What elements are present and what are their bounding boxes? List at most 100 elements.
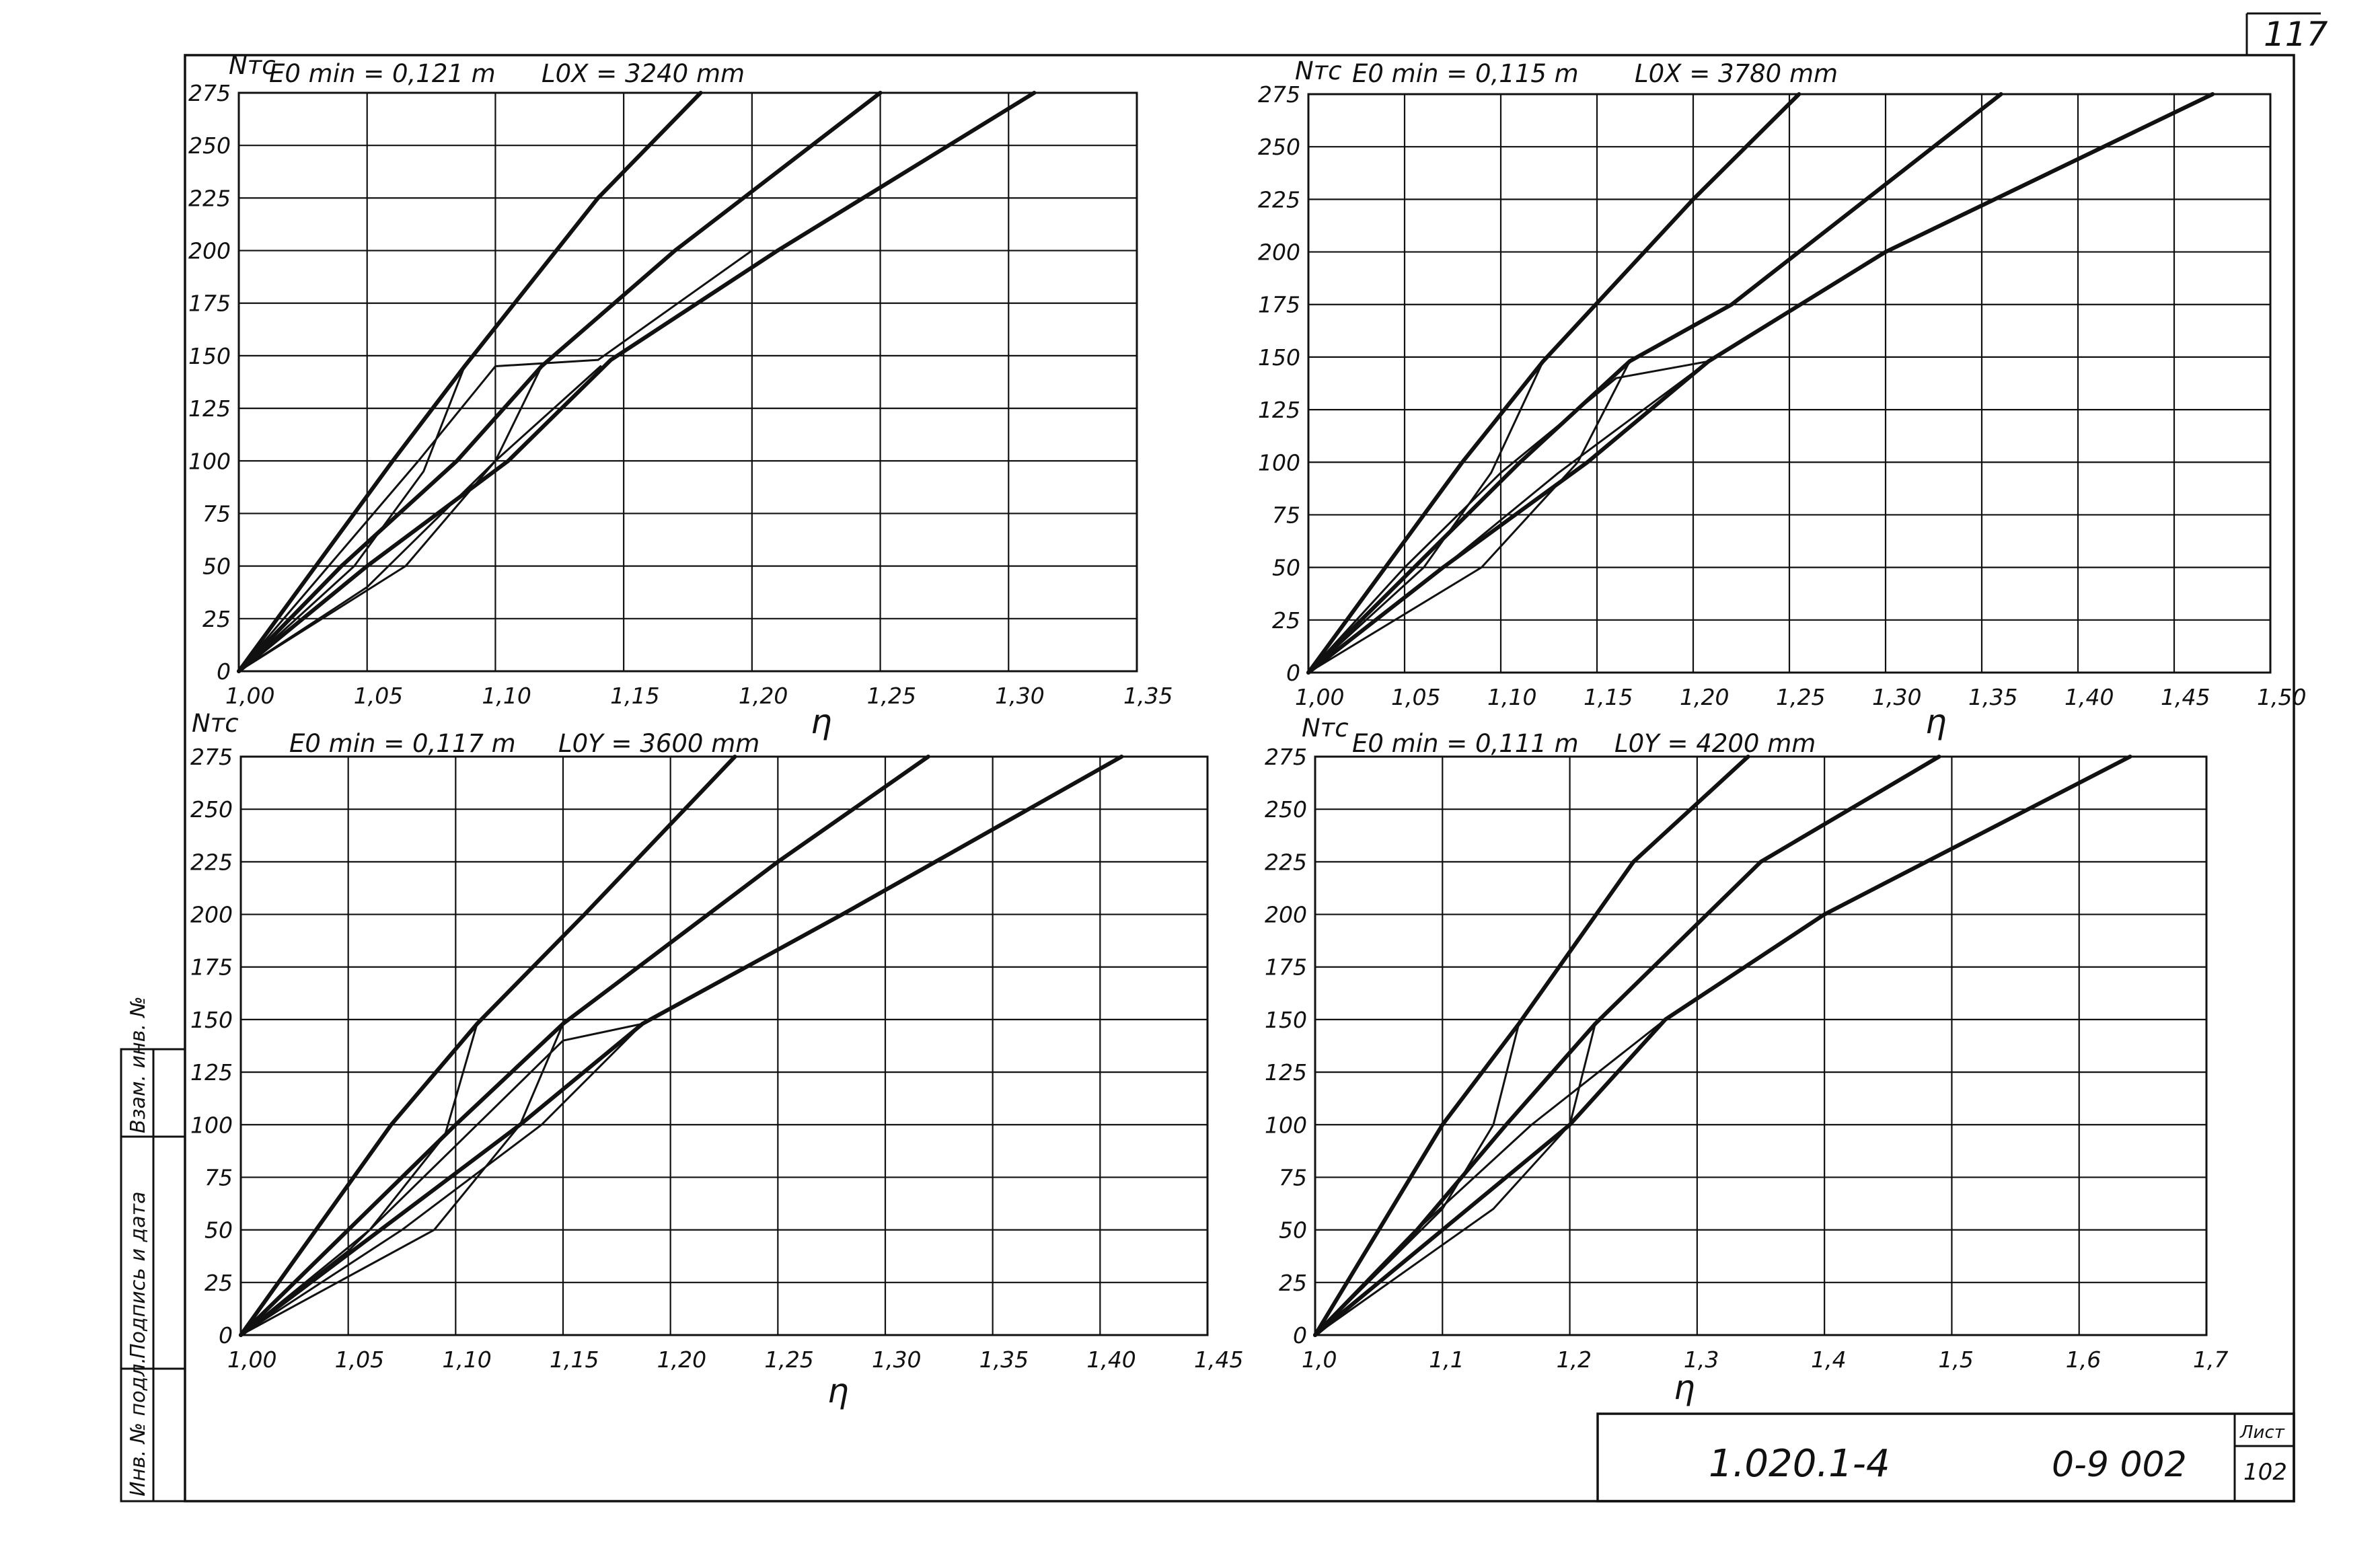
param-l: L0Y = 4200 mm xyxy=(1614,729,1816,758)
x-axis-label: η xyxy=(827,1371,849,1410)
series-line-1 xyxy=(237,91,703,673)
x-tick-label: 1,00 xyxy=(227,1346,276,1373)
x-tick-label: 1,40 xyxy=(2065,684,2114,710)
y-tick-label: 200 xyxy=(1258,239,1300,266)
series-line-4 xyxy=(1307,360,1710,674)
y-tick-label: 100 xyxy=(188,448,231,474)
x-tick-label: 1,45 xyxy=(1194,1346,1243,1373)
chart-top-left: Nтс E0 min = 0,121 m L0X = 3240 mm η 1,0… xyxy=(188,51,1173,741)
x-axis-label: η xyxy=(811,702,832,741)
y-tick-label: 150 xyxy=(188,343,231,369)
x-tick-label: 1,6 xyxy=(2066,1346,2101,1373)
x-tick-label: 1,20 xyxy=(1680,684,1729,710)
x-tick-label: 1,00 xyxy=(225,683,274,709)
x-tick-label: 1,25 xyxy=(1776,684,1825,710)
y-axis-label: Nтс xyxy=(1302,714,1349,743)
x-tick-label: 1,05 xyxy=(354,683,403,709)
series-line-1 xyxy=(239,755,737,1337)
y-tick-label: 50 xyxy=(1272,555,1300,581)
y-tick-label: 75 xyxy=(202,500,231,527)
x-tick-label: 1,15 xyxy=(610,683,659,709)
doc-issue: 0-9 002 xyxy=(2052,1445,2187,1485)
y-tick-label: 275 xyxy=(190,744,233,770)
y-axis-label: Nтс xyxy=(229,51,276,80)
y-tick-label: 125 xyxy=(1265,1059,1307,1086)
x-tick-label: 1,15 xyxy=(1584,684,1633,710)
param-l: L0X = 3780 mm xyxy=(1635,59,1838,88)
x-tick-label: 1,20 xyxy=(739,683,788,709)
y-tick-label: 150 xyxy=(1265,1007,1307,1033)
x-tick-label: 1,20 xyxy=(657,1346,706,1373)
x-tick-label: 1,30 xyxy=(872,1346,921,1373)
param-e: E0 min = 0,111 m xyxy=(1352,729,1579,758)
title-block: 1.020.1-4 0-9 002 Лист 102 xyxy=(1596,1412,2295,1503)
x-tick-label: 1,45 xyxy=(2161,684,2210,710)
series-line-5 xyxy=(239,1022,644,1336)
side-stamp-signature: Подпись и дата xyxy=(126,1192,150,1359)
param-l: L0X = 3240 mm xyxy=(542,59,745,88)
series-line-6 xyxy=(239,1022,478,1336)
y-tick-label: 200 xyxy=(188,238,231,264)
y-tick-label: 225 xyxy=(188,185,231,211)
y-tick-label: 0 xyxy=(219,1322,233,1349)
side-stamp-replacement: Взам. инв. № xyxy=(126,996,150,1133)
y-tick-label: 175 xyxy=(190,954,233,981)
y-tick-label: 275 xyxy=(1258,81,1300,108)
series-line-7 xyxy=(1307,360,1631,674)
y-tick-label: 100 xyxy=(190,1112,233,1138)
side-stamp-inventory: Инв. № подл. xyxy=(126,1357,150,1496)
series-line-7 xyxy=(239,1022,564,1336)
series-line-5 xyxy=(1307,360,1710,674)
y-tick-label: 0 xyxy=(217,658,231,685)
x-tick-label: 1,2 xyxy=(1557,1346,1592,1373)
y-tick-label: 275 xyxy=(1265,744,1307,770)
series-line-6 xyxy=(1314,1022,1520,1336)
y-axis-label: Nтс xyxy=(192,709,239,738)
x-tick-label: 1,1 xyxy=(1429,1346,1464,1373)
x-tick-label: 1,4 xyxy=(1811,1346,1846,1373)
series-line-4 xyxy=(1314,1018,1667,1336)
sheet-frame xyxy=(184,54,2295,1503)
x-tick-label: 1,30 xyxy=(995,683,1044,709)
plot-area xyxy=(237,91,1138,673)
plot-area xyxy=(239,755,1209,1336)
x-axis-label: η xyxy=(1925,702,1947,741)
chart-top-right: Nтс E0 min = 0,115 m L0X = 3780 mm η 1,0… xyxy=(1258,56,2306,741)
x-axis-label: η xyxy=(1674,1368,1695,1407)
series-line-6 xyxy=(237,365,466,673)
series-line-4 xyxy=(239,1022,644,1336)
x-tick-label: 1,0 xyxy=(1302,1346,1337,1373)
y-axis-label: Nтс xyxy=(1295,56,1342,85)
y-tick-label: 200 xyxy=(1265,902,1307,928)
series-line-2 xyxy=(239,755,930,1337)
page-number-box: 117 xyxy=(2245,12,2328,55)
y-tick-label: 275 xyxy=(188,80,231,106)
x-tick-label: 1,05 xyxy=(335,1346,384,1373)
sheet-label: Лист xyxy=(2239,1422,2285,1443)
series-line-3 xyxy=(239,755,1124,1337)
y-tick-label: 0 xyxy=(1293,1322,1307,1349)
y-tick-label: 250 xyxy=(190,796,233,823)
series-line-1 xyxy=(1313,755,1750,1337)
side-stamp: Инв. № подл. Подпись и дата Взам. инв. № xyxy=(120,996,186,1503)
y-tick-label: 225 xyxy=(190,849,233,875)
y-tick-label: 250 xyxy=(188,132,231,159)
param-e: E0 min = 0,117 m xyxy=(289,729,516,758)
series-line-6 xyxy=(1307,360,1545,674)
x-tick-label: 1,05 xyxy=(1391,684,1440,710)
y-tick-label: 75 xyxy=(1272,502,1300,528)
y-tick-label: 225 xyxy=(1265,849,1307,875)
y-tick-label: 50 xyxy=(204,1217,233,1244)
x-tick-label: 1,25 xyxy=(764,1346,813,1373)
y-tick-label: 250 xyxy=(1258,134,1300,160)
series-line-7 xyxy=(237,365,543,673)
x-tick-label: 1,35 xyxy=(1968,684,2017,710)
y-tick-label: 175 xyxy=(1258,292,1300,318)
y-tick-label: 150 xyxy=(1258,344,1300,371)
param-e: E0 min = 0,115 m xyxy=(1352,59,1579,88)
x-tick-label: 1,35 xyxy=(979,1346,1029,1373)
y-tick-label: 0 xyxy=(1286,660,1300,686)
x-tick-label: 1,7 xyxy=(2193,1346,2228,1373)
y-tick-label: 125 xyxy=(1258,397,1300,423)
